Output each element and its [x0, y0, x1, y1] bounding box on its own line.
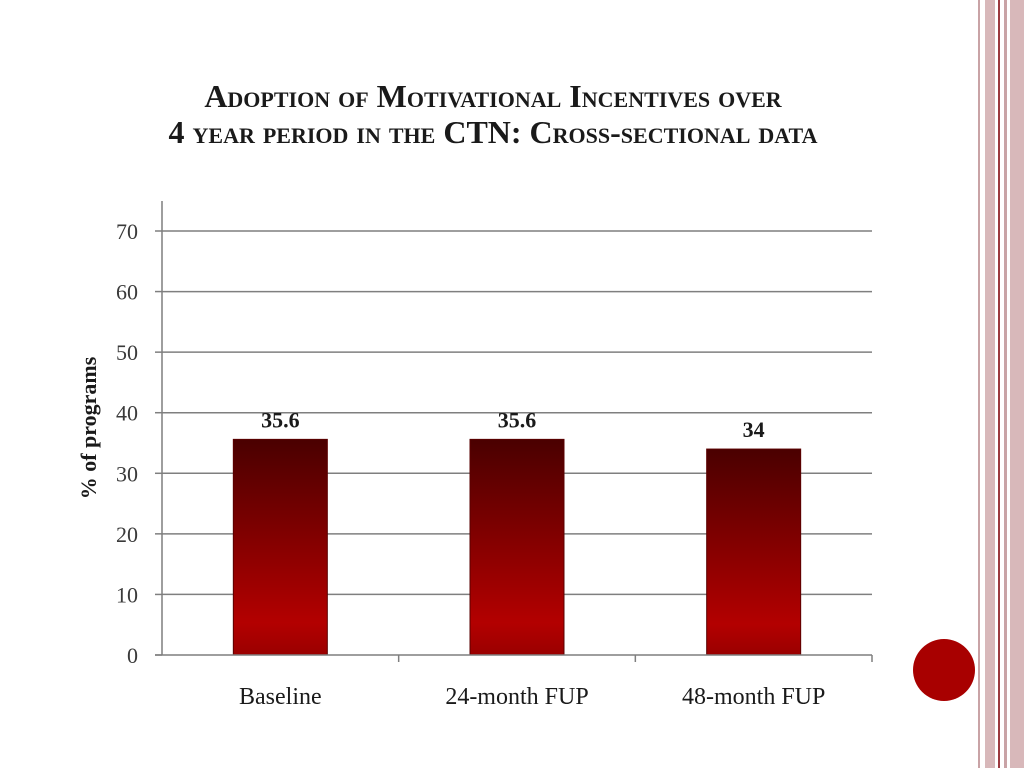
- y-tick-label: 0: [127, 643, 138, 668]
- bars: [232, 438, 802, 656]
- y-tick-label: 20: [116, 522, 138, 547]
- decor-stripe: [1004, 0, 1007, 768]
- bar: [469, 438, 565, 656]
- decor-stripe: [1010, 0, 1024, 768]
- y-axis-ticks: 0 10 20 30 40 50 60 70: [116, 219, 138, 668]
- bar: [706, 448, 802, 656]
- x-tick-label: Baseline: [239, 684, 322, 710]
- data-label: 34: [743, 417, 765, 442]
- data-label: 35.6: [498, 407, 537, 432]
- slide-title-line-1: Adoption of Motivational Incentives over: [204, 78, 782, 114]
- x-axis-ticks: Baseline 24-month FUP 48-month FUP: [239, 655, 873, 710]
- x-tick-label: 48-month FUP: [682, 684, 825, 710]
- data-labels: 35.6 35.6 34: [261, 407, 765, 442]
- slide-title: Adoption of Motivational Incentives over…: [40, 78, 946, 150]
- accent-circle: [913, 639, 975, 701]
- y-tick-label: 70: [116, 219, 138, 244]
- y-tick-label: 50: [116, 340, 138, 365]
- x-tick-label: 24-month FUP: [445, 684, 588, 710]
- y-axis-label: % of programs: [76, 356, 101, 499]
- decor-stripe: [998, 0, 1000, 768]
- y-tick-label: 10: [116, 582, 138, 607]
- y-tick-label: 60: [116, 280, 138, 305]
- data-label: 35.6: [261, 407, 300, 432]
- decor-stripe: [978, 0, 980, 768]
- y-tick-label: 30: [116, 461, 138, 486]
- decor-stripe: [985, 0, 995, 768]
- bar: [232, 438, 328, 656]
- slide-title-line-2: 4 year period in the CTN: Cross-sectiona…: [168, 114, 818, 150]
- y-tick-label: 40: [116, 401, 138, 426]
